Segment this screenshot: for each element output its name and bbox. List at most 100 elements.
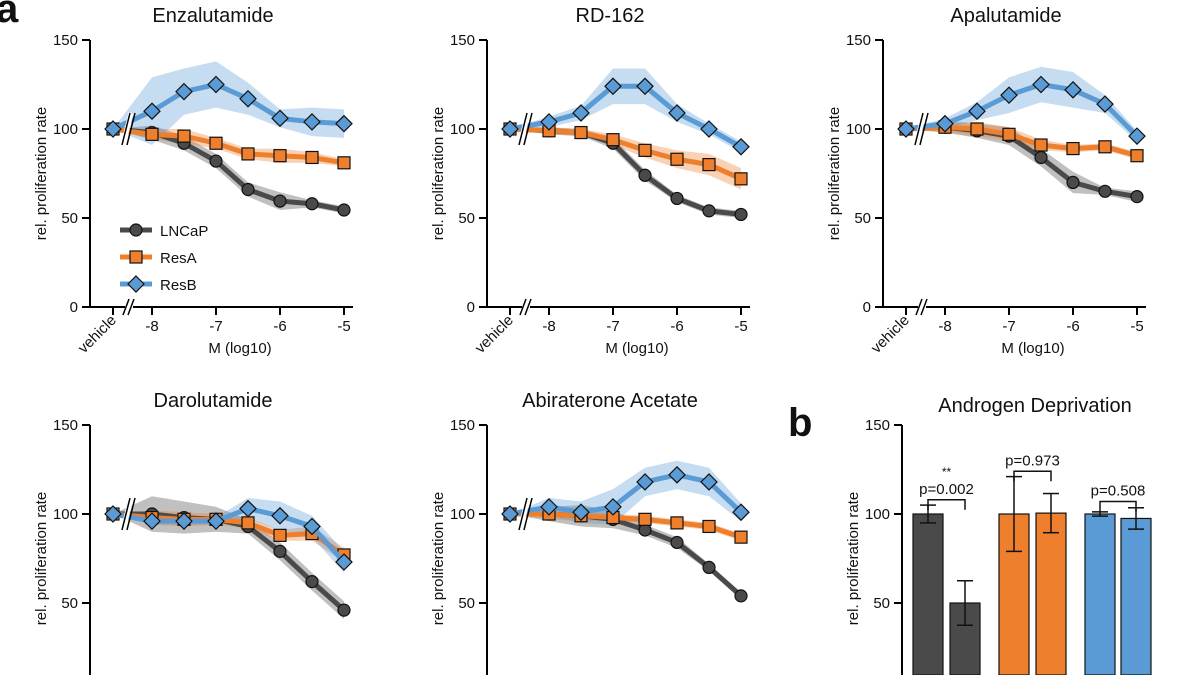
data-point-ResA (145, 127, 159, 141)
data-point-ResA (1098, 140, 1112, 154)
data-point-LNCaP (337, 603, 351, 617)
line-break-mark (121, 112, 131, 146)
chart-title: Enzalutamide (152, 5, 273, 27)
data-point-ResA (970, 122, 984, 136)
legend-label-ResA: ResA (160, 250, 197, 267)
chart-abiraterone-acetate: Abiraterone Acetate 50 100 150 rel. prolifer… (430, 390, 750, 675)
x-tick-label: -5 (1130, 318, 1143, 335)
data-point-LNCaP (305, 197, 319, 211)
x-axis-label: M (log10) (605, 340, 668, 357)
x-tick-label: -6 (670, 318, 683, 335)
chart-apalutamide: Apalutamide 0 50 100 150 rel. proliferation r… (826, 5, 1146, 357)
data-point-ResB (271, 506, 289, 525)
data-point-ResA (1130, 149, 1144, 163)
p-value-label: p=0.508 (1091, 483, 1146, 500)
data-point-ResB (143, 102, 161, 121)
chart-title: Darolutamide (154, 390, 273, 412)
axis-break-gap (125, 299, 133, 315)
data-point-LNCaP (670, 535, 684, 550)
y-axis-label: rel. proliferation rate (845, 492, 862, 625)
x-tick-label: -5 (337, 318, 350, 335)
y-tick-label: 50 (458, 595, 475, 612)
significance-stars: ** (942, 465, 952, 479)
data-point-ResB (636, 473, 654, 491)
significance-bracket (927, 499, 966, 510)
bar-LNCaP (912, 513, 944, 675)
data-point-ResB (303, 517, 321, 536)
data-point-ResB (700, 120, 718, 138)
line-break-gap (120, 497, 134, 531)
x-axis-label: M (log10) (1001, 340, 1064, 357)
data-point-ResB (239, 89, 257, 108)
bar-ResB (1120, 517, 1152, 675)
x-tick-label: -7 (1002, 318, 1015, 335)
x-tick-label: -7 (209, 318, 222, 335)
y-tick-label: 50 (854, 210, 871, 227)
legend-marker-ResA (129, 250, 143, 264)
data-point-ResB (501, 505, 519, 523)
data-point-ResB (239, 499, 257, 518)
line-break-mark (523, 112, 533, 146)
data-point-ResB (897, 120, 915, 138)
data-point-ResA (638, 143, 652, 157)
data-point-ResB (968, 102, 986, 121)
data-point-ResA (574, 125, 588, 140)
data-point-LNCaP (209, 154, 223, 168)
data-point-LNCaP (1098, 184, 1112, 198)
y-tick-label: 100 (53, 121, 78, 138)
y-tick-label: 150 (450, 32, 475, 49)
data-point-LNCaP (638, 168, 652, 182)
line-break-gap (517, 112, 531, 146)
line-break-mark (518, 497, 528, 531)
data-point-ResA (273, 528, 287, 542)
chart-rd-162: RD-162 0 50 100 150 rel. proliferation rate ve… (430, 5, 750, 357)
data-point-ResB (207, 75, 225, 94)
axis-break-mark (127, 298, 135, 316)
x-tick-label: -8 (542, 318, 555, 335)
x-tick-label: -8 (938, 318, 951, 335)
data-point-ResA (1002, 127, 1016, 141)
bar-ResA (1035, 512, 1067, 675)
line-break-mark (518, 112, 528, 146)
line-break-mark (126, 112, 136, 146)
data-point-LNCaP (273, 544, 287, 558)
x-tick-label: vehicle (75, 312, 120, 357)
y-axis-label: rel. proliferation rate (826, 107, 843, 240)
data-point-ResA (337, 156, 351, 170)
line-break-gap (120, 112, 134, 146)
data-point-LNCaP (241, 182, 255, 197)
data-point-ResA (670, 152, 684, 166)
line-break-gap (517, 497, 531, 531)
data-point-ResB (668, 104, 686, 122)
bar-ResB (1084, 513, 1116, 675)
y-tick-label: 100 (846, 121, 871, 138)
p-value-label: p=0.002 (919, 481, 974, 498)
x-tick-label: -6 (273, 318, 286, 335)
data-point-ResB (335, 114, 353, 133)
data-point-ResA (702, 158, 716, 172)
y-tick-label: 100 (450, 121, 475, 138)
data-point-ResB (540, 113, 558, 131)
chart-title: Abiraterone Acetate (522, 390, 698, 412)
p-value-label: p=0.973 (1005, 452, 1060, 469)
data-point-ResB (1032, 75, 1050, 94)
y-tick-label: 100 (865, 506, 890, 523)
data-point-ResA (734, 530, 748, 544)
y-axis-label: rel. proliferation rate (33, 492, 50, 625)
data-point-LNCaP (670, 191, 684, 206)
significance-bracket (1013, 470, 1052, 482)
data-point-ResA (702, 519, 716, 534)
x-tick-label: -8 (145, 318, 158, 335)
data-point-LNCaP (1130, 190, 1144, 204)
data-point-ResB (501, 120, 519, 138)
error-band-ResA (510, 127, 741, 190)
data-point-ResA (241, 516, 255, 530)
y-tick-label: 150 (846, 32, 871, 49)
data-point-ResB (540, 498, 558, 516)
data-point-ResB (175, 82, 193, 101)
data-point-ResB (143, 512, 161, 530)
axis-break-mark (915, 298, 923, 316)
legend-marker-ResB (127, 275, 145, 293)
data-point-ResA (638, 512, 652, 526)
data-point-ResB (700, 473, 718, 491)
